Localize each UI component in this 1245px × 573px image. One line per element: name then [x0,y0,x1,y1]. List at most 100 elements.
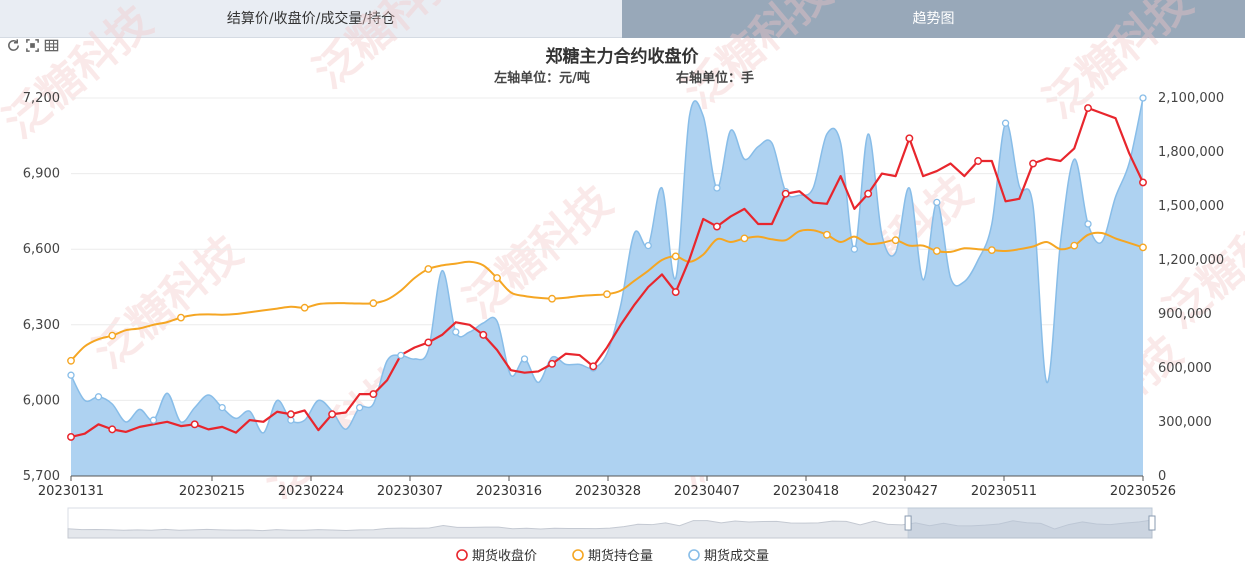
open-interest-point [932,247,941,255]
x-axis-tick-label: 20230328 [575,484,641,499]
close-price-point [671,288,680,296]
tab-trend-chart[interactable]: 趋势图 [622,0,1245,38]
volume-point [1139,94,1147,102]
volume-point [1084,220,1092,228]
table-icon[interactable] [44,38,59,53]
view-tabs: 结算价/收盘价/成交量/持仓 趋势图 [0,0,1245,38]
watermark-text: 泛糖科技 [1034,0,1202,128]
close-price-point [1139,178,1147,187]
volume-point [452,328,460,336]
open-interest-point [1139,243,1147,252]
open-interest-point [671,252,680,261]
close-price-point [369,390,378,399]
markers-layer [67,94,1147,441]
legend-label-open-interest: 期货持仓量 [588,548,653,564]
open-interest-point [1070,241,1079,250]
volume-point [149,416,158,424]
volume-point [850,245,859,253]
x-axis-tick-label: 20230224 [278,484,344,499]
zoom-selection [907,507,1153,539]
open-interest-point [891,236,900,245]
open-interest-point [369,299,378,308]
x-axis-tick-label: 20230307 [377,484,443,499]
close-price-point [905,134,914,143]
data-zoom-slider[interactable] [67,507,1156,539]
open-interest-point [740,234,749,243]
open-interest-point [177,313,185,322]
left-axis-tick-label: 6,000 [23,393,60,408]
x-axis-tick-label: 20230407 [674,484,740,499]
volume-point [644,241,652,250]
legend-swatch-volume [688,549,700,561]
open-interest-point [108,331,117,340]
volume-point [67,371,75,379]
open-interest-point [67,356,75,365]
close-price-point [286,410,295,419]
x-axis-tick-label: 20230131 [38,484,104,499]
volume-area-line [70,97,1144,434]
refresh-icon[interactable] [6,38,21,53]
zoom-handle-end[interactable] [1148,515,1156,531]
close-price-point [190,420,199,429]
chart-title: 郑糖主力合约收盘价 [546,46,700,67]
chart-toolbar [6,38,59,54]
volume-point [94,393,103,401]
close-price-point [67,432,75,441]
right-axis-tick-label: 300,000 [1158,415,1212,430]
open-interest-point [603,290,611,299]
zoom-handle-start[interactable] [904,515,912,531]
x-axis-tick-label: 20230526 [1110,484,1176,499]
open-interest-point [548,294,556,303]
legend: 期货收盘价 期货持仓量 期货成交量 [456,548,769,564]
volume-point [933,198,941,207]
watermark-text: 泛糖科技 [454,176,622,328]
watermark-text: 泛糖科技 [674,0,842,118]
legend-swatch-open-interest [572,549,584,561]
left-axis-unit: 左轴单位：元/吨 [494,70,590,86]
legend-item-volume[interactable]: 期货成交量 [688,548,769,564]
left-axis-tick-label: 6,300 [23,318,60,333]
close-price-point [1084,104,1092,113]
legend-label-volume: 期货成交量 [704,548,769,564]
close-price-point [589,362,598,371]
right-axis-tick-label: 1,800,000 [1158,145,1224,160]
open-interest-point [300,303,309,312]
legend-swatch-close [456,549,468,561]
close-price-point [548,359,556,368]
legend-item-open-interest[interactable]: 期货持仓量 [572,548,653,564]
volume-point [218,403,226,412]
close-price-point [974,157,983,165]
right-axis-tick-label: 1,200,000 [1158,253,1224,268]
x-axis-tick-label: 20230418 [773,484,839,499]
open-interest-point [987,246,996,255]
close-price-point [712,222,721,231]
volume-area-layer [70,97,1144,476]
x-axis-tick-label: 20230215 [179,484,245,499]
watermark-text: 泛糖科技 [304,0,472,98]
volume-area-fill [71,98,1143,476]
fullscreen-icon[interactable] [25,38,40,53]
close-price-point [424,338,433,347]
axes-layer: 5,700 6,000 6,300 6,600 6,900 7,200 0 300,000 60… [23,91,1224,499]
right-axis-tick-label: 0 [1158,469,1166,484]
close-price-point [108,425,117,434]
volume-point [1001,119,1010,127]
open-interest-point [424,265,433,273]
right-axis-tick-label: 600,000 [1158,361,1212,376]
tab-price-volume-oi[interactable]: 结算价/收盘价/成交量/持仓 [0,0,622,38]
right-axis-tick-label: 900,000 [1158,307,1212,322]
close-price-point [864,189,873,198]
x-axis-tick-label: 20230511 [971,484,1037,499]
left-axis-tick-label: 5,700 [23,469,60,484]
left-axis-tick-label: 6,600 [23,242,60,257]
right-axis-tick-label: 2,100,000 [1158,91,1224,106]
close-price-point [328,410,337,419]
close-price-point [1029,159,1038,168]
legend-item-close[interactable]: 期货收盘价 [456,548,537,564]
volume-point [397,351,405,360]
close-price-line [70,106,1144,439]
legend-label-close: 期货收盘价 [472,548,537,564]
right-axis-tick-label: 1,500,000 [1158,199,1224,214]
volume-point [355,403,364,412]
